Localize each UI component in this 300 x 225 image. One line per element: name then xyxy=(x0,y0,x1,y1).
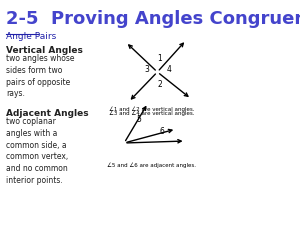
Text: ∠3 and ∠4 are vertical angles.: ∠3 and ∠4 are vertical angles. xyxy=(109,110,194,115)
Text: 1: 1 xyxy=(157,54,162,63)
Text: Adjacent Angles: Adjacent Angles xyxy=(6,109,88,118)
Text: ∠5 and ∠6 are adjacent angles.: ∠5 and ∠6 are adjacent angles. xyxy=(107,162,196,167)
Text: two angles whose
sides form two
pairs of opposite
rays.: two angles whose sides form two pairs of… xyxy=(6,54,74,98)
Text: Vertical Angles: Vertical Angles xyxy=(6,46,82,55)
Text: 6: 6 xyxy=(159,126,164,135)
Text: two coplanar
angles with a
common side, a
common vertex,
and no common
interior : two coplanar angles with a common side, … xyxy=(6,117,68,185)
Text: Angle Pairs: Angle Pairs xyxy=(6,32,56,41)
Text: 4: 4 xyxy=(167,65,172,74)
Text: ∠1 and ∠2 are vertical angles.: ∠1 and ∠2 are vertical angles. xyxy=(109,106,194,112)
Text: 2-5  Proving Angles Congruent: 2-5 Proving Angles Congruent xyxy=(6,10,300,28)
Text: 5: 5 xyxy=(136,115,141,124)
Text: 3: 3 xyxy=(145,65,149,74)
Text: 2: 2 xyxy=(157,80,162,89)
